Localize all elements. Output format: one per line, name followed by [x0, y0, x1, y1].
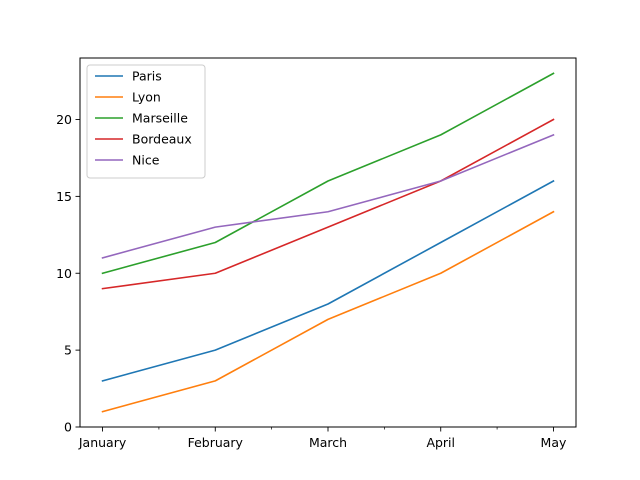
x-tick-label: April	[426, 435, 455, 450]
y-tick-label: 10	[56, 266, 72, 281]
y-tick-label: 15	[56, 189, 72, 204]
series-line-lyon	[101, 210, 555, 413]
legend-label: Bordeaux	[132, 132, 192, 147]
series-line-marseille	[101, 72, 555, 275]
legend-label: Nice	[132, 153, 160, 168]
series-line-bordeaux	[101, 118, 555, 290]
series-line-paris	[101, 179, 555, 382]
x-tick-label: May	[541, 435, 567, 450]
series-lines	[101, 72, 555, 413]
x-tick-label: February	[188, 435, 244, 450]
series-line-nice	[101, 133, 555, 259]
legend-label: Paris	[132, 69, 162, 84]
y-tick-label: 20	[56, 112, 72, 127]
legend-label: Marseille	[132, 111, 188, 126]
legend: Paris Lyon Marseille Bordeaux Nice	[86, 64, 206, 179]
legend-label: Lyon	[132, 90, 161, 105]
y-tick-label: 0	[64, 420, 72, 435]
legend-box	[86, 64, 206, 179]
x-tick-label: March	[309, 435, 347, 450]
y-tick-label: 5	[64, 343, 72, 358]
axes: January February March April May 0 5 10 15 20	[56, 112, 567, 450]
x-tick-label: January	[78, 435, 127, 450]
